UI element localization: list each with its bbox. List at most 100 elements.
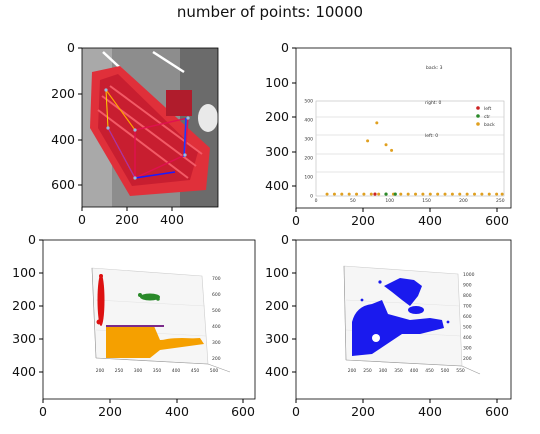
inset-xtick-label: 550 — [456, 368, 465, 374]
inset-ztick-label: 400 — [212, 324, 221, 330]
scatter-point-back — [473, 192, 477, 196]
inset-ytick-label: 0 — [310, 194, 313, 200]
inset-xtick-label: 300 — [379, 368, 388, 374]
inset-xtick-label: 300 — [134, 368, 143, 374]
inset-xtick-label: 350 — [153, 368, 162, 374]
panel-bottom-left: 700 600 500 400 300 200 200 250 300 350 400 450 500 — [12, 232, 256, 419]
inset-ztick-label: 700 — [212, 276, 221, 282]
inset-ztick-label: 200 — [463, 356, 472, 362]
inset-ztick-label: 600 — [463, 314, 472, 320]
scatter-point-back — [480, 192, 484, 196]
scatter-point-back — [414, 192, 418, 196]
ytick-label: 300 — [265, 144, 289, 159]
ytick-label: 600 — [51, 177, 75, 192]
point-cloud-blue — [352, 278, 450, 356]
inset-ytick-label: 300 — [304, 137, 313, 143]
scatter-point-back — [390, 148, 394, 152]
scatter-point-back — [384, 143, 388, 147]
ytick-label: 0 — [28, 232, 36, 247]
inset-xtick-label: 450 — [425, 368, 434, 374]
xtick-label: 0 — [39, 404, 47, 419]
ytick-label: 300 — [12, 331, 36, 346]
inset-xtick-label: 500 — [441, 368, 450, 374]
scatter-point-back — [355, 192, 359, 196]
xtick-label: 400 — [165, 404, 189, 419]
inset-xtick-label: 450 — [191, 368, 200, 374]
scatter-point-back — [495, 192, 499, 196]
inset-ztick-label: 300 — [463, 346, 472, 352]
scatter-point-back — [377, 192, 381, 196]
scatter-point-back — [340, 192, 344, 196]
scatter-point-ctr — [393, 192, 397, 196]
inset-xtick-label: 250 — [363, 368, 372, 374]
inset-ytick-label: 100 — [304, 175, 313, 181]
ytick-label: 300 — [265, 331, 289, 346]
scatter-point-back — [487, 192, 491, 196]
ytick-label: 200 — [12, 298, 36, 313]
legend-label: back — [484, 122, 495, 128]
ytick-label: 100 — [12, 265, 36, 280]
point-cloud-left — [96, 274, 105, 326]
inset-scatter-bottom-left: 700 600 500 400 300 200 200 250 300 350 400 450 500 — [91, 267, 231, 374]
inset-ytick-label: 500 — [304, 99, 313, 105]
inset-xtick-label: 500 — [210, 368, 219, 374]
inset-text: left: 0 — [425, 133, 438, 139]
inset-scatter-bottom-right: 1000 900 800 700 600 500 400 300 200 200 250 300 35… — [343, 265, 481, 375]
axis-ticks-tl: 0 200 400 0 200 400 600 — [51, 40, 184, 227]
xtick-label: 0 — [292, 213, 300, 228]
panel-top-left: 0 200 400 0 200 400 600 — [51, 40, 219, 227]
ytick-label: 0 — [281, 232, 289, 247]
inset-xtick-label: 200 — [96, 368, 105, 374]
point-cloud-back — [106, 326, 204, 358]
inset-ztick-label: 500 — [463, 325, 472, 331]
xtick-label: 0 — [292, 404, 300, 419]
scatter-point-back — [465, 192, 469, 196]
scatter-point-back — [450, 192, 454, 196]
inset-ztick-label: 500 — [212, 308, 221, 314]
ytick-label: 400 — [265, 364, 289, 379]
scatter-point-back — [458, 192, 462, 196]
legend-label: ctr — [484, 114, 490, 120]
inset-xtick-label: 400 — [172, 368, 181, 374]
xtick-label: 0 — [78, 212, 86, 227]
point-cloud-ctr — [138, 293, 160, 301]
scatter-point-ctr — [384, 192, 388, 196]
scatter-point-left — [373, 192, 377, 196]
xtick-label: 400 — [160, 212, 184, 227]
inset-xtick-label: 50 — [350, 198, 356, 204]
inset-xtick-label: 200 — [348, 368, 357, 374]
inset-text: back: 3 — [426, 65, 443, 71]
scatter-point-back — [347, 192, 351, 196]
ytick-label: 200 — [265, 109, 289, 124]
panel-top-right: back: 3 right: 0 left: 0 500400300200100… — [265, 40, 512, 228]
inset-xtick-label: 250 — [496, 198, 505, 204]
inset-scatter-top-right: back: 3 right: 0 left: 0 500400300200100… — [304, 65, 504, 204]
inset-ztick-label: 700 — [463, 304, 472, 310]
inset-xtick-label: 350 — [394, 368, 403, 374]
inset-ztick-label: 600 — [212, 292, 221, 298]
scatter-point-back — [369, 192, 373, 196]
inset-ztick-label: 400 — [463, 335, 472, 341]
scatter-point-back — [399, 192, 403, 196]
axis-ticks-tr: 0 200 400 600 0 100 200 300 400 — [265, 40, 509, 228]
scatter-point-back — [375, 121, 379, 125]
ytick-label: 200 — [265, 298, 289, 313]
ytick-label: 100 — [265, 265, 289, 280]
inset-ytick-label: 200 — [304, 156, 313, 162]
ytick-label: 0 — [281, 40, 289, 55]
xtick-label: 600 — [485, 404, 509, 419]
scatter-point-back — [428, 192, 432, 196]
xtick-label: 200 — [98, 404, 122, 419]
scatter-point-back — [421, 192, 425, 196]
scatter-point-back — [436, 192, 440, 196]
inset-xtick-label: 200 — [459, 198, 468, 204]
inset-xtick-label: 100 — [385, 198, 394, 204]
axis-ticks-br: 0 200 400 600 0 100 200 300 400 — [265, 232, 509, 419]
inset-ztick-label: 300 — [212, 340, 221, 346]
inset-ztick-label: 1000 — [463, 272, 475, 278]
inset-ztick-label: 900 — [463, 283, 472, 289]
inset-ytick-label: 400 — [304, 118, 313, 124]
xtick-label: 200 — [351, 213, 375, 228]
